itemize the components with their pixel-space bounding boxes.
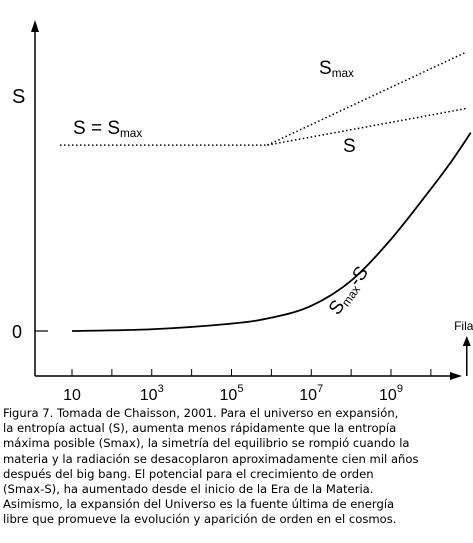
chart-series-layer [60, 51, 472, 332]
chart-labels-layer: S 0 10 103 105 107 109 Fila S = Smax Smax S Smax-S [12, 58, 473, 400]
chart-axes [31, 20, 471, 380]
label-smax-minus-s: Smax-S [325, 263, 374, 320]
caption-line: (Smax-S), ha aumentado desde el inicio d… [3, 482, 374, 497]
fila-label: Fila [454, 319, 473, 333]
caption-line: Asimismo, la expansión del Universo es l… [3, 497, 395, 512]
x-tick-label: 10 [63, 387, 81, 400]
entropy-chart: S 0 10 103 105 107 109 Fila S = Smax Smax S Smax-S [12, 20, 473, 400]
label-smax: Smax [319, 58, 354, 80]
figure-caption: Figura 7. Tomada de Chaisson, 2001. Para… [3, 406, 469, 528]
series-line-smax-minus-s [71, 132, 472, 332]
label-s: S [343, 136, 356, 157]
caption-line: materia y la radiación se desacoplaron a… [3, 451, 419, 466]
x-axis-arrow [450, 372, 462, 380]
caption-line: máxima posible (Smax), la simetría del e… [3, 436, 410, 451]
caption-line: Figura 7. Tomada de Chaisson, 2001. Para… [3, 406, 399, 420]
x-tick-label: 109 [379, 383, 403, 400]
x-tick-label: 103 [140, 383, 164, 400]
x-tick-label: 107 [299, 383, 323, 400]
y-tick-label: 0 [12, 322, 22, 342]
series-line-smax [267, 51, 468, 146]
y-axis-label: S [12, 86, 25, 108]
label-s-equals-smax: S = Smax [73, 118, 142, 140]
caption-line: la entropía actual (S), aumenta menos rá… [3, 421, 397, 436]
caption-line: libre que promueve la evolución y aparic… [3, 512, 397, 527]
fila-arrow-head [462, 336, 471, 346]
y-axis-arrow [31, 20, 39, 32]
x-tick-label: 105 [220, 383, 244, 400]
series-line-s [267, 107, 467, 146]
caption-line: después del big bang. El potencial para … [3, 466, 374, 481]
